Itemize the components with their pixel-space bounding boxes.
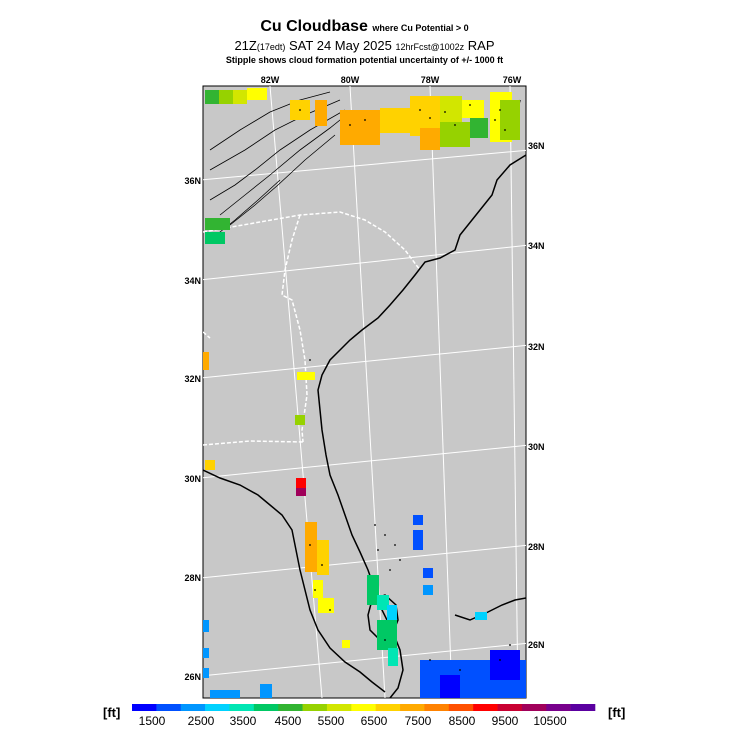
legend-swatch (400, 704, 425, 711)
lon-label: 80W (341, 75, 360, 85)
lat-label: 28N (184, 573, 201, 583)
legend-swatch (546, 704, 571, 711)
lat-label: 26N (184, 672, 201, 682)
forecast-hour: 12hrFcst@1002z (395, 42, 465, 52)
legend-swatch (229, 704, 255, 711)
cloudbase-cells (203, 88, 526, 698)
color-legend: [ft] [ft] 1500 2500 3500 4500 5500 6500 … (103, 704, 625, 728)
latitude-labels-right: 36N 34N 32N 30N 28N 26N (528, 141, 545, 650)
legend-swatch (473, 704, 498, 711)
local-time: (17edt) (256, 42, 286, 52)
lat-label: 36N (528, 141, 545, 151)
legend-label: 6500 (361, 714, 388, 728)
legend-label: 1500 (139, 714, 166, 728)
chart-title: Cu Cloudbase where Cu Potential > 0 (0, 18, 729, 36)
stipple (299, 104, 511, 671)
legend-label: 9500 (492, 714, 519, 728)
lat-label: 32N (184, 374, 201, 384)
lat-label: 36N (184, 176, 201, 186)
legend-swatch (521, 704, 547, 711)
forecast-info: 21Z(17edt) SAT 24 May 2025 12hrFcst@1002… (0, 38, 729, 53)
legend-swatch (351, 704, 376, 711)
lat-label: 32N (528, 342, 545, 352)
legend-swatch (156, 704, 182, 711)
legend-swatch (375, 704, 401, 711)
lat-label: 34N (184, 276, 201, 286)
legend-swatch (326, 704, 352, 711)
legend-unit-left: [ft] (103, 705, 120, 720)
legend-swatch (205, 704, 230, 711)
legend-label: 3500 (230, 714, 257, 728)
longitude-labels: 82W 80W 78W 76W (261, 75, 522, 85)
lon-label: 76W (503, 75, 522, 85)
legend-swatch (570, 704, 596, 711)
lat-label: 26N (528, 640, 545, 650)
lat-label: 30N (528, 442, 545, 452)
lat-label: 34N (528, 241, 545, 251)
legend-swatch (448, 704, 474, 711)
legend-swatch (497, 704, 523, 711)
lon-label: 82W (261, 75, 280, 85)
legend-swatch (278, 704, 303, 711)
state-borders (203, 211, 421, 446)
legend-label: 10500 (533, 714, 567, 728)
legend-label: 8500 (449, 714, 476, 728)
valid-time: 21Z (234, 38, 257, 53)
legend-label: 4500 (275, 714, 302, 728)
model-name: RAP (467, 38, 495, 53)
title-main: Cu Cloudbase (260, 18, 368, 35)
legend-swatch (180, 704, 206, 711)
legend-swatch (253, 704, 279, 711)
legend-swatch (424, 704, 450, 711)
forecast-date: SAT 24 May 2025 (289, 38, 392, 53)
latitude-labels-left: 36N 34N 32N 30N 28N 26N (184, 176, 201, 682)
legend-unit-right: [ft] (608, 705, 625, 720)
title-sub: where Cu Potential > 0 (372, 23, 469, 33)
legend-swatch (302, 704, 328, 711)
legend-label: 5500 (318, 714, 345, 728)
lon-label: 78W (421, 75, 440, 85)
lat-label: 30N (184, 474, 201, 484)
legend-label: 2500 (188, 714, 215, 728)
legend-swatch (132, 704, 157, 711)
legend-label: 7500 (405, 714, 432, 728)
map-frame (202, 85, 527, 699)
lat-label: 28N (528, 542, 545, 552)
stipple-note: Stipple shows cloud formation potential … (225, 55, 504, 65)
